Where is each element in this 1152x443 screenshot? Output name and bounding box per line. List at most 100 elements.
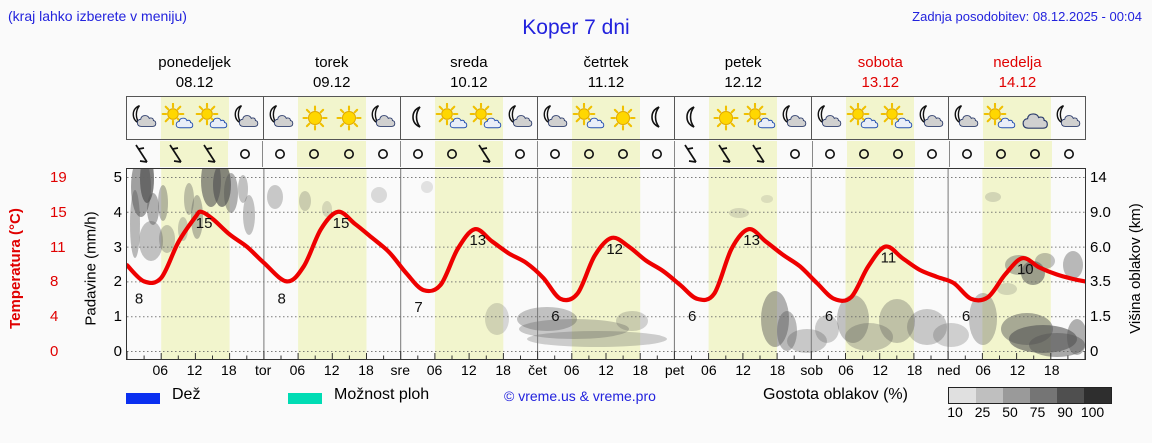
weather-icon-strip xyxy=(126,96,1086,140)
day-name: nedelja xyxy=(993,54,1042,71)
sun-cloud-icon xyxy=(435,97,469,139)
sun-icon xyxy=(332,97,366,139)
day-date: 11.12 xyxy=(587,74,625,91)
svg-text:8: 8 xyxy=(278,290,286,307)
moon-cloud-icon xyxy=(503,97,537,139)
svg-text:6: 6 xyxy=(825,308,833,325)
copyright-link[interactable]: © vreme.us & vreme.pro xyxy=(504,388,656,404)
day-header-6: nedelja 14.12 xyxy=(949,53,1086,95)
x-axis-label: 06 xyxy=(701,362,717,378)
svg-text:8: 8 xyxy=(135,290,143,307)
svg-text:13: 13 xyxy=(469,232,486,249)
day-date: 12.12 xyxy=(724,74,762,91)
cloud-density-legend-label: Gostota oblakov (%) xyxy=(763,386,908,403)
x-axis-label: 06 xyxy=(426,362,443,378)
moon-icon xyxy=(640,97,674,139)
cloud-icon xyxy=(1017,97,1051,139)
cloud-density-swatch-4 xyxy=(1057,388,1084,403)
day-header-5: sobota 13.12 xyxy=(812,53,949,95)
cloud-density-swatch-1 xyxy=(976,388,1003,403)
x-axis-label: sob xyxy=(800,362,823,378)
rain-legend-swatch xyxy=(126,393,160,404)
tick-label: 3 xyxy=(113,238,122,256)
cloud-density-tick: 90 xyxy=(1057,404,1073,420)
sun-cloud-icon xyxy=(846,97,880,139)
wind-symbol-strip xyxy=(126,141,1086,167)
sun-cloud-icon xyxy=(161,97,195,139)
moon-cloud-icon xyxy=(777,97,811,139)
sun-icon xyxy=(298,97,332,139)
tick-label: 4 xyxy=(50,308,59,326)
cloud-height-tick-labels: 14 9.0 6.0 3.5 1.5 0 xyxy=(1090,168,1124,360)
cloud-height-axis-title-text: Višina oblakov (km) xyxy=(1126,202,1144,334)
chart-legend: Dež Možnost ploh © vreme.us & vreme.pro … xyxy=(126,386,1136,428)
moon-icon xyxy=(400,97,435,139)
tick-label: 6.0 xyxy=(1090,238,1111,256)
plot-svg: 8 15 8 15 7 13 6 12 6 13 6 11 6 10 xyxy=(127,169,1085,359)
tick-label: 9.0 xyxy=(1090,203,1111,221)
moon-cloud-icon xyxy=(366,97,400,139)
calm-circle xyxy=(262,141,297,167)
day-date: 13.12 xyxy=(861,74,900,91)
svg-text:7: 7 xyxy=(414,299,422,316)
wind-barb xyxy=(126,141,160,167)
calm-circle xyxy=(399,141,435,167)
svg-text:6: 6 xyxy=(962,308,970,325)
temperature-tick-labels: 19 15 11 8 4 0 xyxy=(28,168,68,360)
moon-cloud-icon xyxy=(229,97,263,139)
tick-label: 11 xyxy=(50,238,66,256)
precipitation-axis-title-text: Padavine (mm/h) xyxy=(82,210,100,326)
moon-cloud-icon xyxy=(948,97,983,139)
calm-circle xyxy=(880,141,915,167)
x-axis-label: 06 xyxy=(289,362,306,378)
day-name: ponedeljek xyxy=(158,54,231,71)
x-axis-label: 18 xyxy=(769,362,786,378)
calm-circle xyxy=(331,141,366,167)
moon-cloud-icon xyxy=(914,97,948,139)
day-header-row: ponedeljek 08.12 torek 09.12 sreda 10.12 četrt… xyxy=(126,53,1086,95)
day-header-1: torek 09.12 xyxy=(263,53,400,95)
day-date: 14.12 xyxy=(998,74,1037,91)
day-date: 08.12 xyxy=(175,74,214,91)
tick-label: 14 xyxy=(1090,169,1107,186)
calm-circle xyxy=(640,141,674,167)
cloud-density-scale-labels: 10 25 50 75 90 100 xyxy=(941,404,1104,422)
page-title: Koper 7 dni xyxy=(522,16,630,39)
moon-cloud-icon xyxy=(537,97,572,139)
cloud-density-tick: 100 xyxy=(1080,404,1105,420)
x-axis-label: 12 xyxy=(1009,362,1026,378)
tick-label: 5 xyxy=(113,169,122,186)
x-axis-label: 06 xyxy=(152,362,169,378)
x-axis-label: 06 xyxy=(975,362,991,378)
calm-circle xyxy=(228,141,262,167)
day-date: 09.12 xyxy=(312,74,351,91)
cloud-density-scale xyxy=(948,387,1112,404)
day-name: torek xyxy=(315,54,349,71)
cloud-density-tick: 50 xyxy=(1002,404,1018,420)
showers-legend-swatch xyxy=(288,393,322,404)
x-axis-label: 06 xyxy=(563,362,580,378)
sun-cloud-icon xyxy=(469,97,503,139)
day-header-3: četrtek 11.12 xyxy=(537,53,674,95)
calm-circle xyxy=(1018,141,1053,167)
x-axis-labels: 06 12 18 tor 06 12 18 sre 06 12 18 čet 06 12 18 pet 06 12… xyxy=(126,360,1086,382)
tick-label: 0 xyxy=(113,343,122,360)
calm-circle xyxy=(811,141,847,167)
calm-circle xyxy=(366,141,400,167)
sun-icon xyxy=(709,97,743,139)
svg-text:6: 6 xyxy=(551,308,559,325)
svg-text:6: 6 xyxy=(688,308,696,325)
x-axis-label: 06 xyxy=(838,362,854,378)
x-axis-label: ned xyxy=(937,362,961,378)
wind-barb xyxy=(709,141,744,167)
day-name: petek xyxy=(724,54,762,71)
cloud-density-swatch-2 xyxy=(1003,388,1030,403)
calm-circle xyxy=(297,141,332,167)
x-axis-label: 12 xyxy=(186,362,203,378)
wind-barb xyxy=(160,141,195,167)
x-axis-label: 12 xyxy=(598,362,614,378)
x-axis-label: 18 xyxy=(358,362,374,378)
x-axis-label: sre xyxy=(390,362,411,378)
temperature-axis-title: Temperatura (°C) xyxy=(2,168,28,368)
x-axis-label: 12 xyxy=(872,362,889,378)
